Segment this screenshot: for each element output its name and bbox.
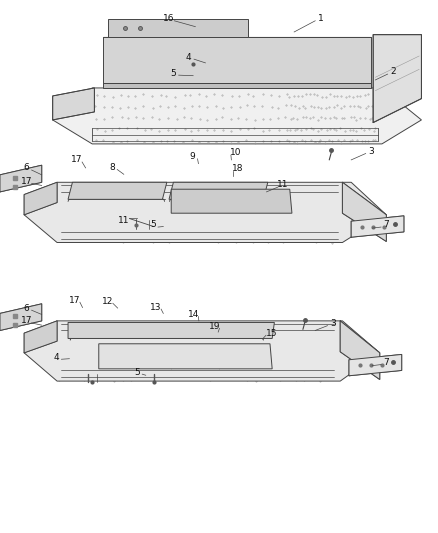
Text: 17: 17	[69, 296, 80, 304]
Text: 7: 7	[382, 358, 389, 367]
Text: 13: 13	[150, 303, 161, 311]
Text: 17: 17	[21, 177, 32, 185]
Text: 17: 17	[71, 156, 82, 164]
Polygon shape	[103, 83, 370, 88]
Polygon shape	[348, 354, 401, 376]
Text: 12: 12	[102, 297, 113, 305]
Polygon shape	[169, 182, 267, 199]
Polygon shape	[24, 182, 57, 215]
Polygon shape	[107, 19, 247, 37]
Text: 5: 5	[149, 221, 155, 229]
Polygon shape	[53, 88, 420, 144]
Polygon shape	[24, 182, 385, 243]
Text: 10: 10	[230, 149, 241, 157]
Text: 16: 16	[163, 14, 174, 23]
Text: 11: 11	[277, 181, 288, 189]
Text: 6: 6	[23, 164, 29, 172]
Polygon shape	[339, 321, 379, 379]
Polygon shape	[24, 321, 379, 381]
Text: 4: 4	[53, 353, 59, 361]
Polygon shape	[0, 165, 42, 192]
Polygon shape	[171, 189, 291, 213]
Polygon shape	[103, 37, 370, 83]
Text: 1: 1	[317, 14, 323, 23]
Polygon shape	[0, 304, 42, 330]
Text: 19: 19	[208, 322, 219, 330]
Text: 3: 3	[329, 319, 335, 328]
Text: 2: 2	[389, 68, 395, 76]
Polygon shape	[68, 182, 166, 199]
Text: 15: 15	[265, 329, 276, 337]
Polygon shape	[342, 182, 385, 241]
Polygon shape	[68, 322, 274, 338]
Polygon shape	[53, 88, 94, 120]
Polygon shape	[24, 321, 57, 353]
Text: 18: 18	[232, 165, 243, 173]
Text: 14: 14	[187, 310, 198, 319]
Text: 11: 11	[118, 216, 129, 224]
Text: 3: 3	[367, 147, 373, 156]
Polygon shape	[99, 344, 272, 369]
Text: 4: 4	[186, 53, 191, 61]
Text: 6: 6	[23, 304, 29, 312]
Text: 9: 9	[189, 152, 195, 161]
Text: 5: 5	[170, 69, 176, 77]
Polygon shape	[372, 35, 420, 123]
Text: 7: 7	[382, 221, 389, 229]
Polygon shape	[350, 216, 403, 237]
Text: 8: 8	[109, 163, 115, 172]
Text: 5: 5	[134, 368, 140, 376]
Text: 17: 17	[21, 317, 32, 325]
